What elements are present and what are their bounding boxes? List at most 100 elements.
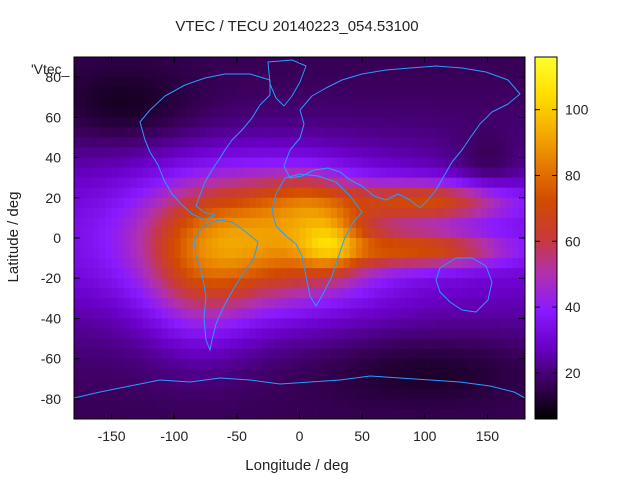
heatmap-cell <box>387 177 395 189</box>
heatmap-cell <box>343 308 351 320</box>
heatmap-cell <box>199 348 207 360</box>
heatmap-cell <box>268 258 276 269</box>
heatmap-cell <box>449 137 457 149</box>
heatmap-cell <box>193 238 200 249</box>
heatmap-cell <box>142 288 150 299</box>
heatmap-cell <box>506 348 514 360</box>
heatmap-cell <box>418 77 426 88</box>
heatmap-cell <box>218 157 225 169</box>
heatmap-cell <box>474 238 482 249</box>
heatmap-cell <box>449 398 457 410</box>
heatmap-cell <box>224 157 232 169</box>
heatmap-cell <box>456 207 463 219</box>
heatmap-cell <box>218 147 225 159</box>
heatmap-cell <box>199 167 207 179</box>
heatmap-cell <box>468 398 476 410</box>
heatmap-cell <box>211 308 219 320</box>
heatmap-cell <box>268 217 276 229</box>
heatmap-cell <box>449 318 457 330</box>
heatmap-cell <box>412 248 420 259</box>
heatmap-cell <box>268 278 276 289</box>
heatmap-cell <box>312 187 319 199</box>
heatmap-cell <box>186 197 194 209</box>
heatmap-cell <box>230 278 238 289</box>
heatmap-cell <box>399 348 407 360</box>
heatmap-cell <box>211 288 219 299</box>
heatmap-cell <box>380 147 388 159</box>
heatmap-cell <box>487 187 495 199</box>
heatmap-cell <box>92 227 100 239</box>
heatmap-cell <box>180 408 188 419</box>
heatmap-cell <box>337 77 344 88</box>
heatmap-cell <box>274 248 282 259</box>
heatmap-cell <box>368 348 376 360</box>
heatmap-cell <box>412 127 420 139</box>
heatmap-cell <box>343 137 351 149</box>
heatmap-cell <box>286 248 294 259</box>
heatmap-cell <box>487 207 495 219</box>
heatmap-cell <box>105 127 113 139</box>
heatmap-cell <box>399 308 407 320</box>
heatmap-cell <box>330 348 338 360</box>
heatmap-cell <box>456 248 463 259</box>
heatmap-cell <box>399 87 407 98</box>
heatmap-cell <box>92 147 100 159</box>
heatmap-cell <box>86 117 94 128</box>
heatmap-cell <box>261 328 269 340</box>
heatmap-cell <box>499 67 507 78</box>
heatmap-cell <box>368 388 376 400</box>
heatmap-cell <box>324 258 332 269</box>
heatmap-cell <box>111 378 119 390</box>
heatmap-cell <box>236 298 244 309</box>
heatmap-cell <box>474 388 482 400</box>
heatmap-cell <box>149 137 157 149</box>
heatmap-cell <box>167 278 175 289</box>
heatmap-cell <box>86 248 94 259</box>
heatmap-cell <box>255 177 263 189</box>
heatmap-cell <box>74 117 81 128</box>
heatmap-cell <box>86 258 94 269</box>
heatmap-cell <box>399 298 407 309</box>
heatmap-cell <box>92 298 100 309</box>
heatmap-cell <box>487 77 495 88</box>
heatmap-cell <box>312 147 319 159</box>
heatmap-cell <box>211 107 219 118</box>
heatmap-cell <box>186 398 194 410</box>
heatmap-cell <box>117 338 125 350</box>
heatmap-cell <box>362 67 369 78</box>
heatmap-cell <box>124 117 131 128</box>
heatmap-cell <box>211 177 219 189</box>
heatmap-cell <box>456 77 463 88</box>
heatmap-cell <box>393 278 401 289</box>
heatmap-cell <box>305 207 313 219</box>
heatmap-cell <box>261 147 269 159</box>
heatmap-cell <box>286 107 294 118</box>
heatmap-cell <box>268 77 276 88</box>
heatmap-cell <box>105 117 113 128</box>
heatmap-cell <box>199 358 207 370</box>
heatmap-cell <box>493 187 501 199</box>
heatmap-cell <box>155 67 163 78</box>
heatmap-cell <box>224 378 232 390</box>
heatmap-cell <box>355 157 363 169</box>
heatmap-cell <box>286 238 294 249</box>
heatmap-cell <box>337 227 344 239</box>
heatmap-cell <box>230 248 238 259</box>
heatmap-cell <box>211 97 219 108</box>
heatmap-cell <box>261 378 269 390</box>
heatmap-cell <box>268 147 276 159</box>
heatmap-cell <box>286 288 294 299</box>
heatmap-cell <box>261 197 269 209</box>
heatmap-cell <box>449 288 457 299</box>
heatmap-cell <box>299 187 307 199</box>
heatmap-cell <box>117 117 125 128</box>
heatmap-cell <box>293 328 301 340</box>
heatmap-cell <box>249 187 257 199</box>
heatmap-cell <box>142 308 150 320</box>
heatmap-cell <box>174 238 182 249</box>
heatmap-cell <box>280 207 288 219</box>
heatmap-cell <box>456 67 463 78</box>
heatmap-cell <box>374 258 382 269</box>
heatmap-cell <box>224 328 232 340</box>
heatmap-cell <box>174 368 182 380</box>
